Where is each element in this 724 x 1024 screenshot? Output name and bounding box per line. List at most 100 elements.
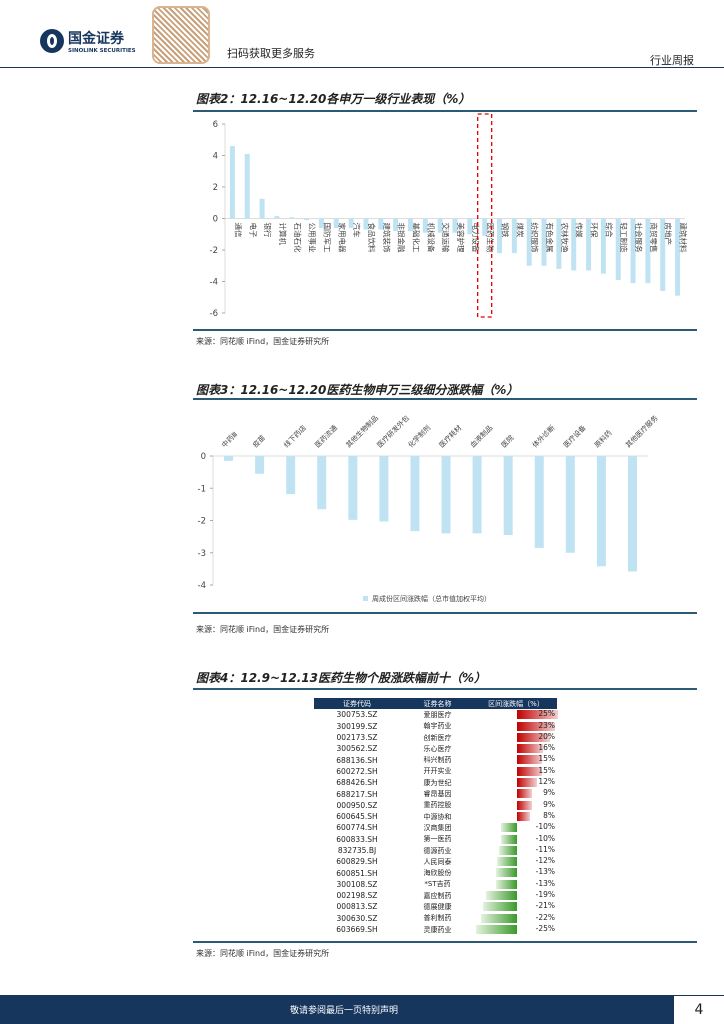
name: 重药控股 xyxy=(423,801,452,810)
x-tick-label: 建筑材料 xyxy=(679,223,689,253)
code: 002173.SZ xyxy=(336,733,378,743)
x-tick-label: 综合 xyxy=(604,223,614,238)
qr-code[interactable] xyxy=(152,6,210,64)
report-type: 行业周报 xyxy=(650,54,694,67)
bar xyxy=(517,732,550,742)
code: 002198.SZ xyxy=(336,891,378,901)
page-number: 4 xyxy=(674,996,724,1024)
x-tick-label: 农林牧渔 xyxy=(560,223,570,253)
change-cell: -21% xyxy=(475,901,557,912)
code: 300630.SZ xyxy=(336,913,378,923)
bar xyxy=(485,891,517,901)
bar xyxy=(317,456,327,510)
x-tick-label: 化学制剂 xyxy=(406,423,432,449)
bar xyxy=(244,153,250,219)
change-cell: 15% xyxy=(475,766,557,777)
logo: 国金证券 SINOLINK SECURITIES xyxy=(40,28,136,54)
change-cell: 12% xyxy=(475,777,557,788)
x-tick-label: 医药生物 xyxy=(486,223,496,253)
table-row: 600272.SH 开开实业 15% xyxy=(314,766,557,777)
chart3-title: 图表3：12.16~12.20医药生物申万三级细分涨跌幅（%） xyxy=(196,383,519,397)
logo-mark-icon xyxy=(40,29,64,53)
x-tick-label: 轻工制造 xyxy=(619,223,629,253)
x-tick-label: 机械设备 xyxy=(426,223,436,253)
bar xyxy=(517,710,558,720)
code: 000950.SZ xyxy=(336,800,378,810)
x-tick-label: 非银金融 xyxy=(397,223,407,253)
name: 人民同泰 xyxy=(423,857,452,866)
bar xyxy=(286,456,296,495)
bar xyxy=(596,456,606,567)
bar xyxy=(627,456,637,572)
x-tick-label: 汽车 xyxy=(352,223,362,238)
name: 嘉应制药 xyxy=(423,891,452,900)
x-tick-label: 基础化工 xyxy=(411,223,421,253)
bar xyxy=(255,456,265,474)
name: 普利制药 xyxy=(423,914,452,923)
x-tick-label: 建筑装饰 xyxy=(382,223,392,253)
name: 灵康药业 xyxy=(423,925,452,934)
divider xyxy=(193,329,697,331)
code: 688217.SH xyxy=(336,789,378,799)
bar xyxy=(541,218,547,266)
table4-source: 来源：同花顺 iFind，国金证券研究所 xyxy=(196,949,330,958)
x-tick-label: 钢铁 xyxy=(501,223,511,238)
change-cell: -10% xyxy=(475,822,557,833)
x-tick-label: 环保 xyxy=(590,223,599,238)
table-row: 000950.SZ 重药控股 9% xyxy=(314,800,557,811)
legend-swatch xyxy=(363,596,368,601)
footer-bar xyxy=(0,995,724,1024)
bar xyxy=(482,218,488,236)
change-value: 25% xyxy=(538,709,555,719)
bar xyxy=(503,456,513,536)
table-row: 832735.BJ 德源药业 -11% xyxy=(314,845,557,856)
bar xyxy=(393,218,399,232)
change-value: -25% xyxy=(535,923,555,933)
change-cell: -11% xyxy=(475,845,557,856)
bar xyxy=(467,218,473,235)
bar xyxy=(410,456,420,532)
bar xyxy=(422,218,428,233)
change-value: 8% xyxy=(543,810,555,820)
x-tick-label: 房地产 xyxy=(664,223,674,246)
code: 600272.SH xyxy=(336,766,378,776)
x-tick-label: 家用电器 xyxy=(337,223,347,253)
x-tick-label: 体外诊断 xyxy=(530,423,556,449)
x-tick-label: 医疗设备 xyxy=(561,423,587,449)
change-cell: 20% xyxy=(475,732,557,743)
bar xyxy=(304,218,310,221)
change-cell: -10% xyxy=(475,834,557,845)
x-tick-label: 血液制品 xyxy=(468,423,494,449)
change-cell: -25% xyxy=(475,924,557,935)
x-tick-label: 有色金属 xyxy=(545,223,555,253)
x-tick-label: 疫苗 xyxy=(251,433,267,449)
bar xyxy=(517,789,532,799)
y-tick-label: -6 xyxy=(210,309,218,319)
bar xyxy=(363,218,369,230)
table-row: 600829.SH 人民同泰 -12% xyxy=(314,856,557,867)
divider xyxy=(193,612,697,614)
x-tick-label: 电子 xyxy=(248,223,258,238)
x-tick-label: 公用事业 xyxy=(308,223,318,253)
x-tick-label: 美容护理 xyxy=(456,223,466,253)
name: 爱朋医疗 xyxy=(423,710,452,719)
name: 德源药业 xyxy=(423,846,452,855)
table-row: 688217.SH 睿昂基因 9% xyxy=(314,788,557,799)
change-value: -21% xyxy=(535,901,555,911)
code: 688136.SH xyxy=(336,755,378,765)
code: 603669.SH xyxy=(336,925,378,935)
change-value: -12% xyxy=(535,856,555,866)
bar xyxy=(615,218,621,280)
bar xyxy=(452,218,458,233)
name: 科兴制药 xyxy=(423,756,452,765)
table-row: 688426.SH 康为世纪 12% xyxy=(314,777,557,788)
table-row: 603669.SH 灵康药业 -25% xyxy=(314,924,557,935)
table-row: 600774.SH 汉商集团 -10% xyxy=(314,822,557,833)
chart3-source: 来源：同花顺 iFind，国金证券研究所 xyxy=(196,625,330,634)
bar xyxy=(517,721,555,731)
chart2: 6 4 2 0 -2 -4 -6 通信 电子 银行 计算机 石油石化 公用事业 国防军工 家用电器 汽车 食品饮… xyxy=(210,113,689,319)
bar xyxy=(495,868,517,878)
bar xyxy=(224,456,234,461)
x-tick-label: 商贸零售 xyxy=(649,223,659,253)
